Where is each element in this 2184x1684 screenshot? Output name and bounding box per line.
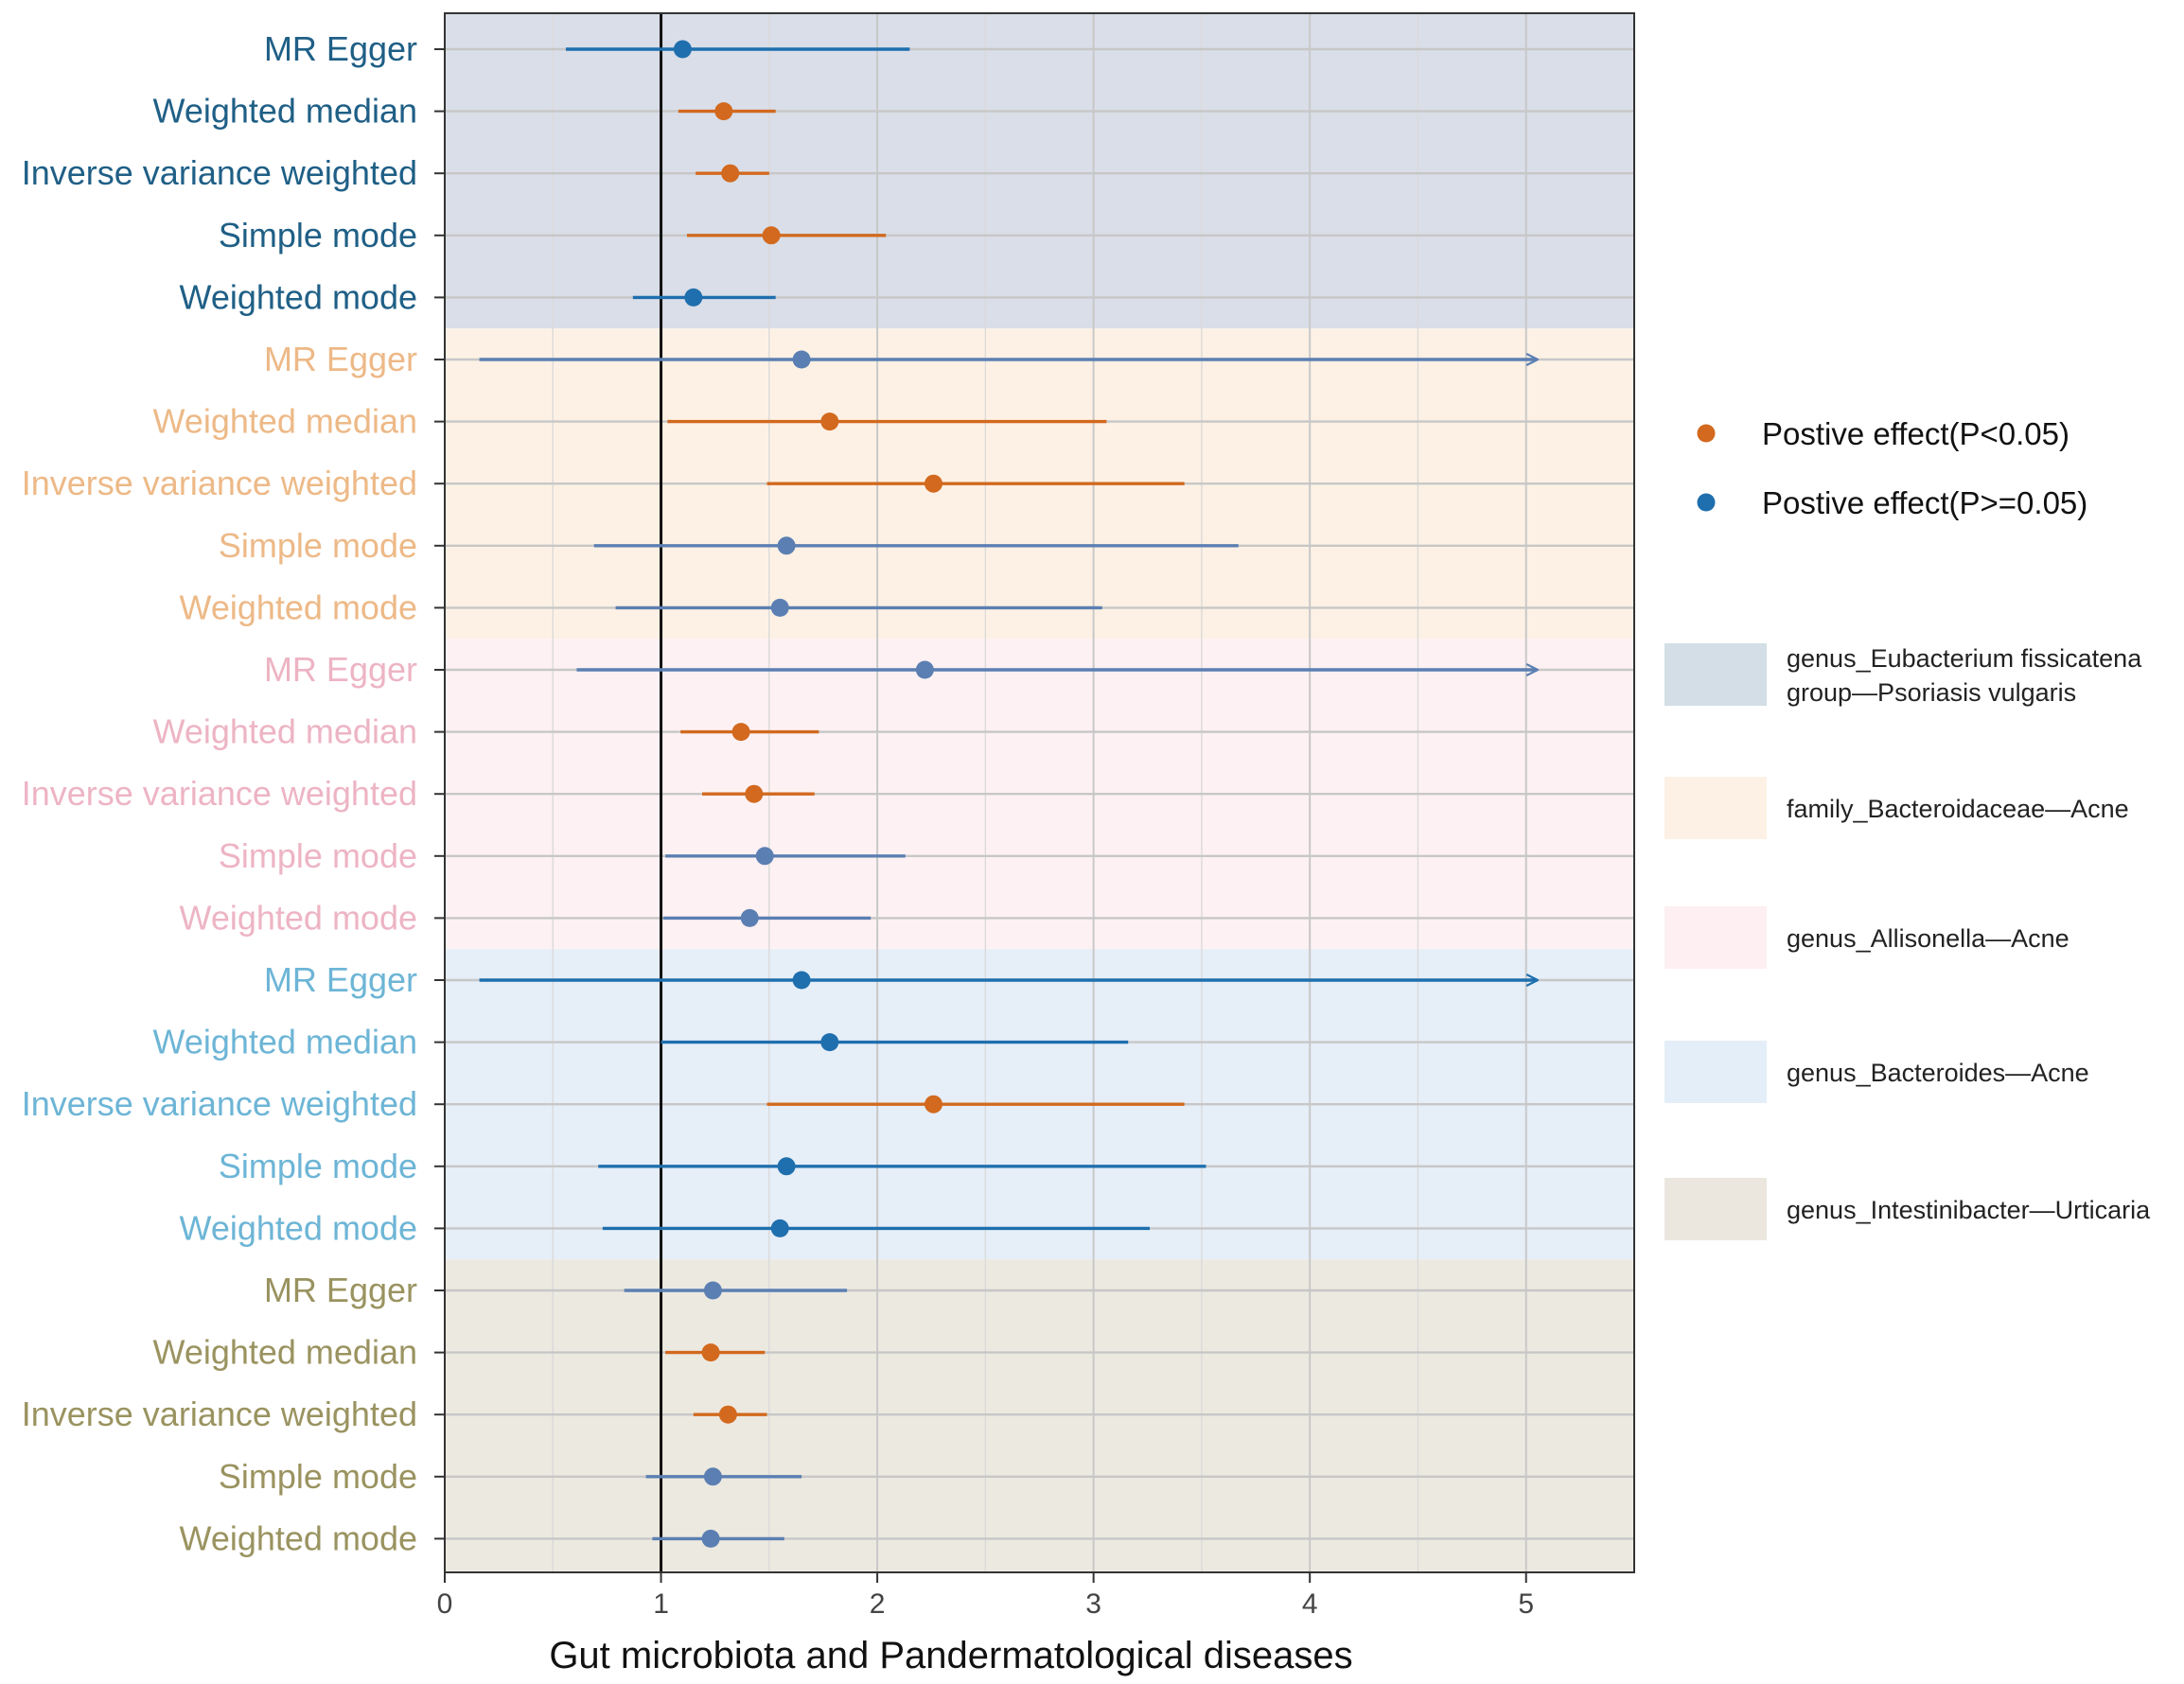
point-estimate (740, 908, 759, 927)
group-legend-swatch (1664, 1041, 1767, 1103)
group-legend-label: genus_Bacteroides—Acne (1787, 1059, 2089, 1087)
row-label: Weighted median (152, 92, 417, 131)
x-tick-label: 1 (653, 1588, 669, 1620)
group-legend-label: genus_Allisonella—Acne (1787, 924, 2070, 953)
point-estimate (714, 102, 733, 121)
point-estimate (701, 1529, 720, 1548)
point-estimate (915, 660, 934, 679)
row-label: Weighted median (152, 1333, 417, 1372)
group-legend-swatch (1664, 643, 1767, 706)
row-labels: MR Egger Weighted median Inverse variance … (22, 29, 445, 1557)
row-label: Simple mode (219, 216, 417, 254)
group-band (445, 13, 1634, 329)
row-label: MR Egger (264, 29, 417, 68)
group-legend-label: family_Bacteroidaceae—Acne (1787, 795, 2129, 823)
row-label: Weighted mode (180, 1208, 418, 1247)
point-estimate (925, 1095, 943, 1114)
row-label: Weighted median (152, 712, 417, 751)
group-legend-label: genus_Intestinibacter—Urticaria (1787, 1196, 2151, 1224)
x-axis: 0 1 2 3 4 5 (437, 1572, 1534, 1620)
point-estimate (792, 971, 811, 990)
grid-lines (445, 13, 1635, 1572)
row-label: MR Egger (264, 960, 417, 999)
legend-dot (1697, 424, 1716, 443)
group-legend-swatch (1664, 777, 1767, 839)
point-estimate (703, 1467, 722, 1486)
point-estimate (777, 536, 796, 555)
point-estimate (770, 1219, 789, 1237)
row-label: MR Egger (264, 650, 417, 689)
group-legend-swatch (1664, 906, 1767, 969)
point-estimate (762, 226, 781, 245)
x-tick-label: 3 (1085, 1588, 1101, 1620)
row-label: Inverse variance weighted (22, 774, 417, 813)
point-estimate (703, 1281, 722, 1300)
panel-border (444, 12, 1635, 1573)
x-tick-label: 0 (437, 1588, 453, 1620)
row-label: Weighted mode (180, 277, 418, 316)
row-label: Weighted mode (180, 1518, 418, 1557)
point-estimate (701, 1343, 720, 1362)
point-estimate (721, 164, 740, 183)
point-estimate (718, 1405, 737, 1424)
group-band (445, 1259, 1634, 1572)
x-tick-label: 2 (870, 1588, 886, 1620)
point-estimate (820, 412, 839, 431)
row-label: Simple mode (219, 1147, 417, 1185)
point-estimate (684, 288, 703, 307)
legend-label: Postive effect(P<0.05) (1762, 416, 2070, 451)
row-label: Inverse variance weighted (22, 1395, 417, 1433)
x-tick-label: 4 (1302, 1588, 1318, 1620)
significance-legend: Postive effect(P<0.05) Postive effect(P>=… (1697, 416, 2087, 520)
point-estimate (792, 350, 811, 369)
point-estimate (820, 1033, 839, 1052)
row-label: Weighted mode (180, 898, 418, 937)
x-tick-label: 5 (1518, 1588, 1534, 1620)
point-estimate (755, 847, 774, 866)
point-estimate (673, 40, 692, 59)
group-legend-label: genus_Eubacterium fissicatena (1787, 644, 2142, 673)
point-estimate (745, 784, 764, 803)
row-label: Simple mode (219, 836, 417, 875)
row-label: Inverse variance weighted (22, 1084, 417, 1123)
group-legend-swatch (1664, 1178, 1767, 1240)
row-label: Weighted median (152, 1023, 417, 1061)
point-estimates (673, 40, 943, 1548)
row-label: MR Egger (264, 340, 417, 378)
group-legend: genus_Eubacterium fissicatena group—Psori… (1664, 643, 2151, 1240)
row-label: Simple mode (219, 526, 417, 565)
legend-label: Postive effect(P>=0.05) (1762, 485, 2087, 520)
row-label: Weighted mode (180, 588, 418, 626)
point-estimate (731, 723, 750, 742)
row-label: Weighted median (152, 402, 417, 441)
x-axis-title: Gut microbiota and Pandermatological dis… (549, 1635, 1352, 1676)
point-estimate (770, 598, 789, 617)
row-label: Inverse variance weighted (22, 464, 417, 502)
group-legend-label: group—Psoriasis vulgaris (1787, 678, 2076, 707)
row-label: Simple mode (219, 1457, 417, 1496)
legend-dot (1697, 493, 1716, 512)
point-estimate (777, 1157, 796, 1176)
row-label: MR Egger (264, 1271, 417, 1309)
point-estimate (925, 474, 943, 493)
row-label: Inverse variance weighted (22, 153, 417, 192)
